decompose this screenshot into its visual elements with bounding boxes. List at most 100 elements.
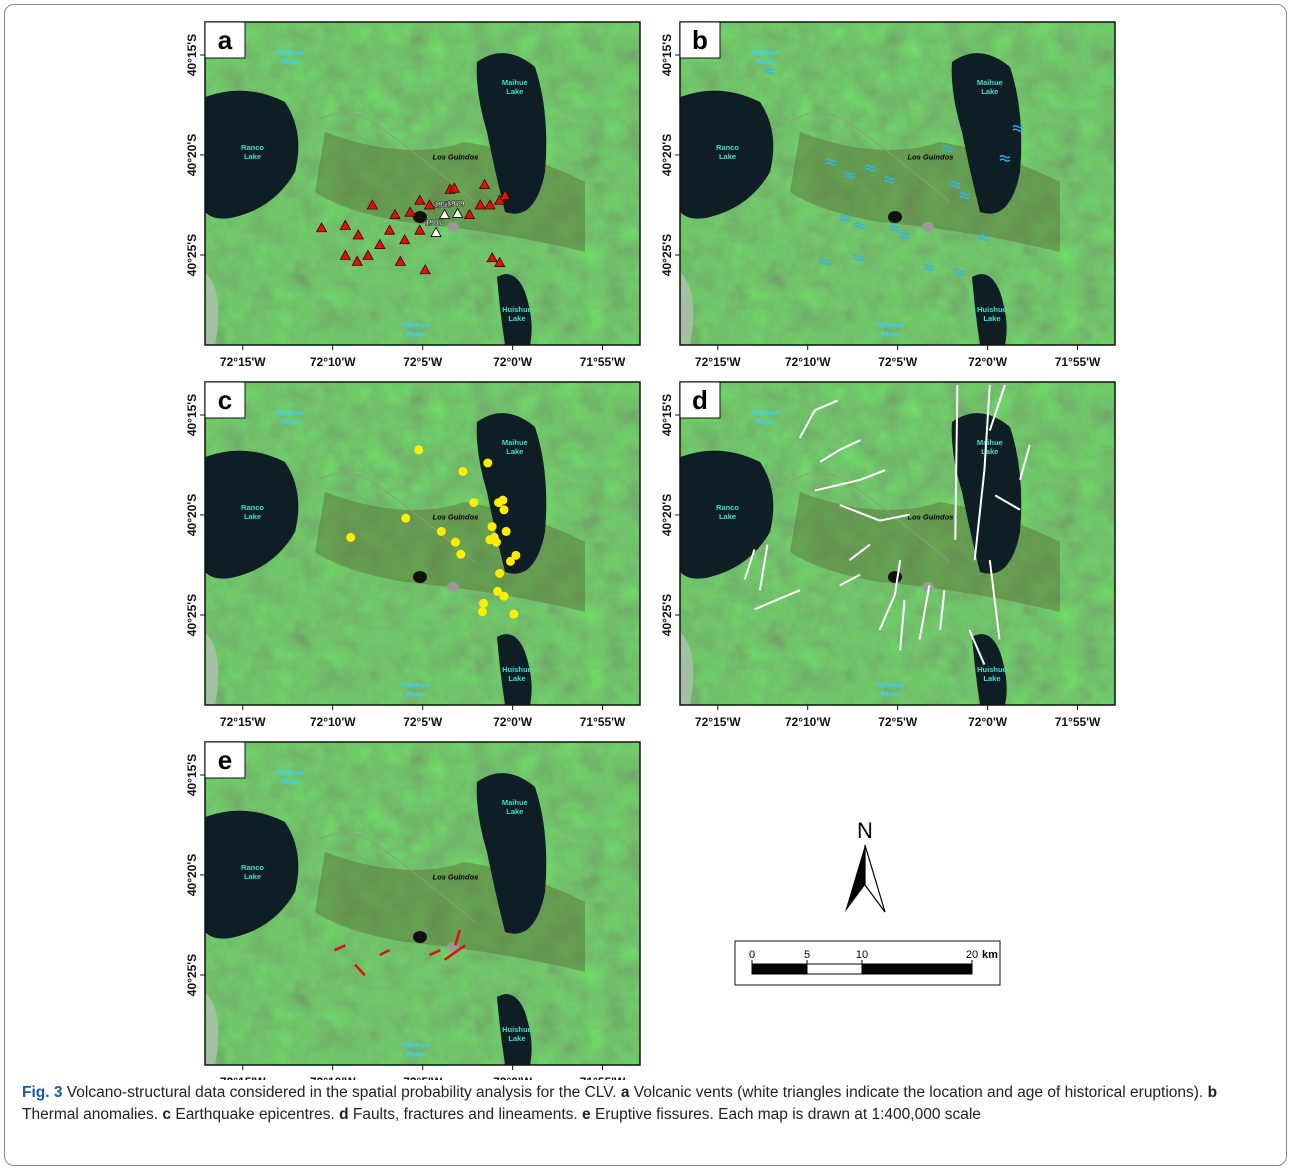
x-tick-label: 72°0'W: [493, 355, 533, 369]
place-line: Maihue: [977, 438, 1003, 447]
y-tick-label: 40°15'S: [185, 394, 199, 436]
place-line: River: [281, 777, 300, 786]
place-line: River: [406, 689, 425, 698]
place-line: Los Guindos: [432, 152, 478, 161]
y-tick-label: 40°20'S: [185, 854, 199, 896]
place-line: Nilahue: [752, 48, 779, 57]
place-line: Lake: [719, 152, 736, 161]
epicentre: [499, 505, 508, 514]
map-panel: 72°15'W72°10'W72°5'W72°0'W71°55'W40°15'S…: [185, 22, 640, 369]
place-line: Nilahue: [877, 320, 904, 329]
place-name: Los Guindos: [907, 152, 953, 161]
place-name: RancoLake: [716, 143, 739, 161]
x-tick-label: 72°15'W: [220, 1075, 266, 1080]
x-tick-label: 72°10'W: [310, 715, 356, 729]
epicentre: [346, 533, 355, 542]
place-line: Los Guindos: [432, 512, 478, 521]
scale-label: 20: [966, 949, 978, 961]
x-tick-label: 72°10'W: [310, 1075, 356, 1080]
place-line: Lake: [244, 512, 261, 521]
x-tick-label: 71°55'W: [580, 1075, 626, 1080]
eruption-year: 1979: [447, 199, 465, 208]
x-tick-label: 72°5'W: [878, 715, 918, 729]
place-line: River: [406, 1049, 425, 1058]
place-line: Huishue: [502, 1025, 532, 1034]
epicentre: [401, 514, 410, 523]
place-line: Lake: [719, 512, 736, 521]
place-line: Los Guindos: [907, 152, 953, 161]
place-line: Los Guindos: [432, 872, 478, 881]
epicentre: [495, 569, 504, 578]
x-tick-label: 72°5'W: [403, 715, 443, 729]
place-line: Huishue: [977, 665, 1007, 674]
epicentre: [469, 498, 478, 507]
x-tick-label: 72°10'W: [785, 355, 831, 369]
place-name: Los Guindos: [432, 152, 478, 161]
basemap: [205, 22, 640, 345]
scale-box: [735, 941, 1000, 985]
place-line: Nilahue: [277, 768, 304, 777]
place-line: River: [281, 417, 300, 426]
epicentre: [414, 445, 423, 454]
arrow-left: [845, 845, 865, 912]
y-tick-label: 40°15'S: [660, 394, 674, 436]
place-line: Nilahue: [277, 408, 304, 417]
figure: 72°15'W 72°10'W 72°5'W 72°0'W 71°55'W 40°15'S…: [0, 0, 1293, 1080]
y-tick-label: 40°20'S: [185, 134, 199, 176]
x-tick-label: 72°0'W: [493, 715, 533, 729]
place-line: River: [406, 329, 425, 338]
place-line: Lake: [983, 314, 1000, 323]
place-line: Lake: [508, 314, 525, 323]
y-tick-label: 40°20'S: [660, 494, 674, 536]
caption-text: Fig. 3: [22, 1084, 62, 1101]
x-tick-label: 72°5'W: [403, 355, 443, 369]
x-tick-label: 71°55'W: [580, 355, 626, 369]
place-line: Lake: [983, 674, 1000, 683]
epicentre: [456, 550, 465, 559]
place-line: Nilahue: [277, 48, 304, 57]
y-tick-label: 40°25'S: [660, 234, 674, 276]
epicentre: [479, 599, 488, 608]
place-line: Nilahue: [877, 680, 904, 689]
x-tick-label: 71°55'W: [1055, 355, 1101, 369]
y-tick-label: 40°20'S: [185, 494, 199, 536]
scale-label: 10: [856, 949, 868, 961]
place-line: Huishue: [977, 305, 1007, 314]
scale-segment: [752, 964, 807, 974]
panel-letter: a: [218, 25, 233, 55]
place-line: Ranco: [241, 143, 264, 152]
place-line: Lake: [244, 152, 261, 161]
map-panel: 72°15'W72°10'W72°5'W72°0'W71°55'W40°15'S…: [185, 742, 640, 1080]
place-line: Lake: [981, 447, 998, 456]
place-line: Maihue: [502, 438, 528, 447]
place-name: Los Guindos: [907, 512, 953, 521]
north-arrow: N: [845, 818, 885, 912]
map-panel: 72°15'W72°10'W72°5'W72°0'W71°55'W40°15'S…: [660, 382, 1115, 729]
place-line: Huishue: [502, 305, 532, 314]
place-line: River: [881, 329, 900, 338]
place-line: Maihue: [977, 78, 1003, 87]
place-line: Nilahue: [752, 408, 779, 417]
place-line: Lake: [244, 872, 261, 881]
scale-bar: 051020km: [735, 941, 1000, 985]
basemap: [680, 22, 1115, 345]
x-tick-label: 72°10'W: [785, 715, 831, 729]
y-tick-label: 40°25'S: [185, 234, 199, 276]
epicentre: [499, 592, 508, 601]
place-line: Lake: [506, 807, 523, 816]
caption-text: Faults, fractures and lineaments.: [349, 1106, 582, 1123]
basemap: [205, 382, 640, 705]
x-tick-label: 72°0'W: [493, 1075, 533, 1080]
x-tick-label: 72°15'W: [695, 715, 741, 729]
place-line: Ranco: [241, 503, 264, 512]
arrow-right: [865, 845, 885, 912]
scale-label: 5: [804, 949, 810, 961]
y-tick-label: 40°25'S: [660, 594, 674, 636]
x-tick-label: 72°15'W: [695, 355, 741, 369]
epicentre: [502, 527, 511, 536]
x-tick-label: 72°5'W: [878, 355, 918, 369]
scale-label: 0: [749, 949, 755, 961]
epicentre: [483, 458, 492, 467]
